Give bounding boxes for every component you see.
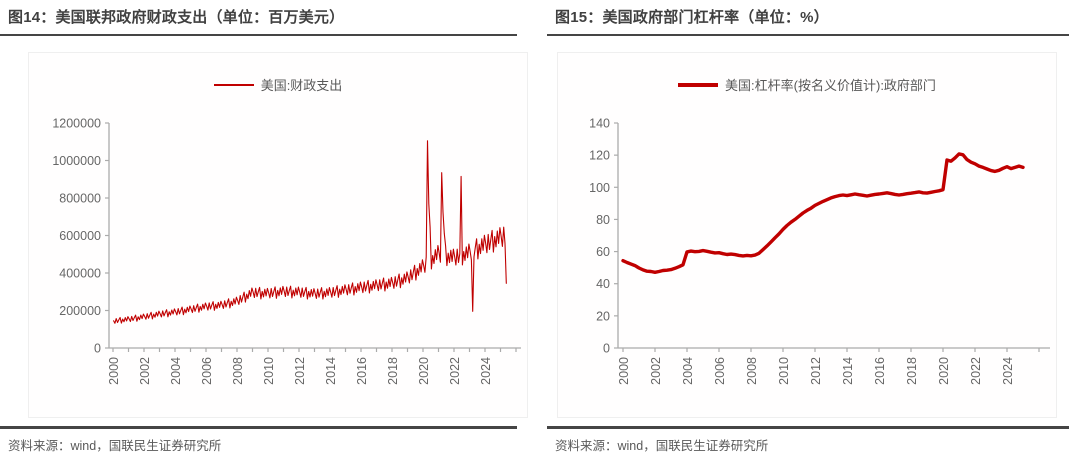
svg-text:800000: 800000 [59,192,101,206]
figure-15-title: 图15：美国政府部门杠杆率（单位：%） [555,9,829,26]
figure-14-source-rule [0,426,517,429]
svg-text:2012: 2012 [809,357,823,385]
figure-14-title-rule [0,34,517,36]
svg-text:2014: 2014 [324,357,338,385]
figure-14-chart-panel: 美国:财政支出 0 200000 400000 600000 800000 1000000… [28,52,528,418]
figure-15-source-rule [547,426,1069,429]
svg-text:400000: 400000 [59,267,101,281]
figure-14-legend: 美国:财政支出 [29,75,527,94]
svg-text:2004: 2004 [169,357,183,385]
svg-text:1000000: 1000000 [52,154,101,168]
svg-text:2024: 2024 [1001,357,1015,385]
svg-text:2004: 2004 [681,357,695,385]
svg-text:2010: 2010 [777,357,791,385]
legend-line-swatch [213,83,254,86]
svg-text:2008: 2008 [231,357,245,385]
svg-text:2002: 2002 [649,357,663,385]
svg-text:2002: 2002 [138,357,152,385]
svg-text:2020: 2020 [937,357,951,385]
svg-text:2010: 2010 [262,357,276,385]
svg-text:2000: 2000 [107,357,121,385]
figure-14-source: 资料来源：wind，国联民生证券研究所 [8,439,222,453]
legend-line-swatch [678,82,719,87]
svg-text:2012: 2012 [293,357,307,385]
svg-text:100: 100 [589,181,610,195]
figure-14-title: 图14：美国联邦政府财政支出（单位：百万美元） [8,9,345,26]
svg-text:40: 40 [596,277,610,291]
svg-text:2024: 2024 [479,357,493,385]
svg-text:0: 0 [603,342,610,356]
figure-15-title-rule [547,34,1069,36]
figure-15-legend: 美国:杠杆率(按名义价值计):政府部门 [558,75,1056,94]
svg-text:2014: 2014 [841,357,855,385]
figure-15-section: 图15：美国政府部门杠杆率（单位：%） 美国:杠杆率(按名义价值计):政府部门 … [547,0,1069,465]
svg-text:60: 60 [596,245,610,259]
svg-text:2006: 2006 [713,357,727,385]
svg-text:2022: 2022 [969,357,983,385]
svg-text:2020: 2020 [417,357,431,385]
svg-text:2000: 2000 [617,357,631,385]
svg-text:2018: 2018 [386,357,400,385]
figure-15-source: 资料来源：wind，国联民生证券研究所 [555,439,769,453]
svg-text:2016: 2016 [873,357,887,385]
svg-text:2006: 2006 [200,357,214,385]
svg-text:20: 20 [596,309,610,323]
svg-text:0: 0 [94,342,101,356]
figure-14-legend-label: 美国:财政支出 [260,78,343,93]
svg-text:1200000: 1200000 [52,117,101,131]
svg-text:2022: 2022 [448,357,462,385]
svg-text:200000: 200000 [59,304,101,318]
svg-text:2018: 2018 [905,357,919,385]
fiscal-spending-line-chart: 0 200000 400000 600000 800000 1000000 1200000 2… [52,117,521,385]
figure-15-chart-panel: 美国:杠杆率(按名义价值计):政府部门 0 20 40 60 80 100 120 140 20… [557,52,1057,418]
svg-text:80: 80 [596,213,610,227]
svg-text:120: 120 [589,149,610,163]
svg-text:2016: 2016 [355,357,369,385]
svg-text:140: 140 [589,117,610,131]
figure-15-legend-label: 美国:杠杆率(按名义价值计):政府部门 [725,78,936,93]
svg-text:600000: 600000 [59,229,101,243]
leverage-ratio-line-chart: 0 20 40 60 80 100 120 140 2000 2002 2004 2006 2008 20… [589,117,1050,385]
figure-14-section: 图14：美国联邦政府财政支出（单位：百万美元） 美国:财政支出 0 200000 4… [0,0,528,465]
svg-text:2008: 2008 [745,357,759,385]
